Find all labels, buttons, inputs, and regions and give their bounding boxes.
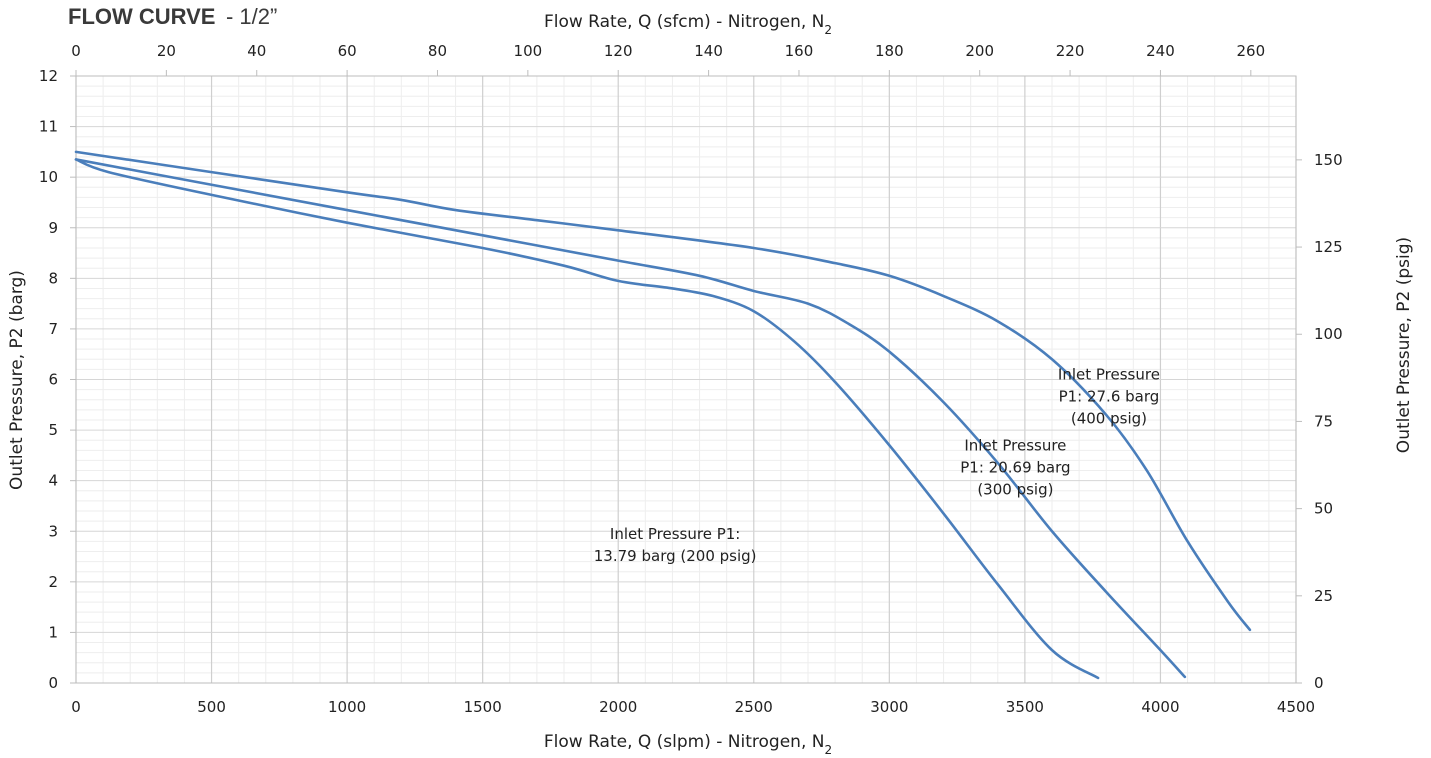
chart-title: FLOW CURVE - 1/2”	[68, 4, 277, 29]
y-tick-label-left: 9	[48, 219, 58, 237]
x-tick-label-top: 100	[514, 42, 543, 60]
series-line-2	[74, 158, 1187, 679]
y-tick-label-right: 100	[1314, 325, 1343, 343]
y-tick-label-left: 7	[48, 320, 58, 338]
x-axis-bottom-ticks: 0 500 1000 1500 2000 2500 3000 3500 4000 4500	[71, 698, 1315, 716]
y-tick-label-left: 2	[48, 573, 58, 591]
y-tick-label-right: 150	[1314, 151, 1343, 169]
x-axis-top-ticks: 0 20 40 60 80 100 120 140 160 180 200 220 240 260	[71, 42, 1265, 76]
series-lines	[74, 150, 1252, 680]
y-tick-label-right: 125	[1314, 238, 1343, 256]
y-axis-right-ticks: 0 25 50 75 100 125 150	[1296, 151, 1343, 692]
y-axis-left-title: Outlet Pressure, P2 (barg)	[7, 270, 27, 490]
series-line-3	[74, 150, 1252, 632]
y-tick-label-left: 5	[48, 421, 58, 439]
y-tick-label-left: 3	[48, 522, 58, 540]
series-label-1: Inlet Pressure P1: 13.79 barg (200 psig)	[594, 525, 757, 565]
x-tick-label-top: 240	[1146, 42, 1175, 60]
y-tick-label-left: 4	[48, 472, 58, 490]
y-axis-right-title: Outlet Pressure, P2 (psig)	[1394, 237, 1414, 453]
x-tick-label-bottom: 2000	[599, 698, 637, 716]
x-tick-label-top: 40	[247, 42, 266, 60]
x-tick-label-top: 140	[694, 42, 723, 60]
x-tick-label-top: 80	[428, 42, 447, 60]
y-tick-label-left: 11	[39, 118, 58, 136]
x-tick-label-bottom: 4500	[1277, 698, 1315, 716]
x-tick-label-bottom: 3000	[870, 698, 908, 716]
y-tick-label-left: 6	[48, 371, 58, 389]
y-tick-label-right: 0	[1314, 674, 1324, 692]
y-tick-label-left: 8	[48, 269, 58, 287]
x-axis-bottom-title: Flow Rate, Q (slpm) - Nitrogen, N2	[544, 732, 832, 757]
x-tick-label-bottom: 4000	[1141, 698, 1179, 716]
x-axis-top-title: Flow Rate, Q (sfcm) - Nitrogen, N2	[544, 12, 832, 37]
x-tick-label-top: 60	[338, 42, 357, 60]
x-tick-label-top: 200	[965, 42, 994, 60]
x-tick-label-top: 260	[1236, 42, 1265, 60]
x-tick-label-top: 220	[1056, 42, 1085, 60]
y-tick-label-left: 10	[39, 168, 58, 186]
x-tick-label-top: 160	[785, 42, 814, 60]
y-tick-label-left: 1	[48, 623, 58, 641]
x-tick-label-bottom: 500	[197, 698, 226, 716]
x-tick-label-bottom: 0	[71, 698, 81, 716]
y-tick-label-right: 50	[1314, 500, 1333, 518]
x-tick-label-top: 180	[875, 42, 904, 60]
x-tick-label-bottom: 1500	[464, 698, 502, 716]
x-tick-label-top: 20	[157, 42, 176, 60]
x-tick-label-top: 0	[71, 42, 81, 60]
series-labels: Inlet Pressure P1: 13.79 barg (200 psig) I…	[594, 366, 1160, 565]
series-label-3: Inlet Pressure P1: 27.6 barg (400 psig)	[1058, 366, 1160, 428]
series-label-2: Inlet Pressure P1: 20.69 barg (300 psig)	[960, 436, 1070, 498]
y-tick-label-left: 0	[48, 674, 58, 692]
y-tick-label-left: 12	[39, 67, 58, 85]
x-tick-label-bottom: 2500	[735, 698, 773, 716]
x-tick-label-top: 120	[604, 42, 633, 60]
y-tick-label-right: 25	[1314, 587, 1333, 605]
x-tick-label-bottom: 3500	[1006, 698, 1044, 716]
x-tick-label-bottom: 1000	[328, 698, 366, 716]
series-line-1	[74, 158, 1100, 680]
y-tick-label-right: 75	[1314, 412, 1333, 430]
